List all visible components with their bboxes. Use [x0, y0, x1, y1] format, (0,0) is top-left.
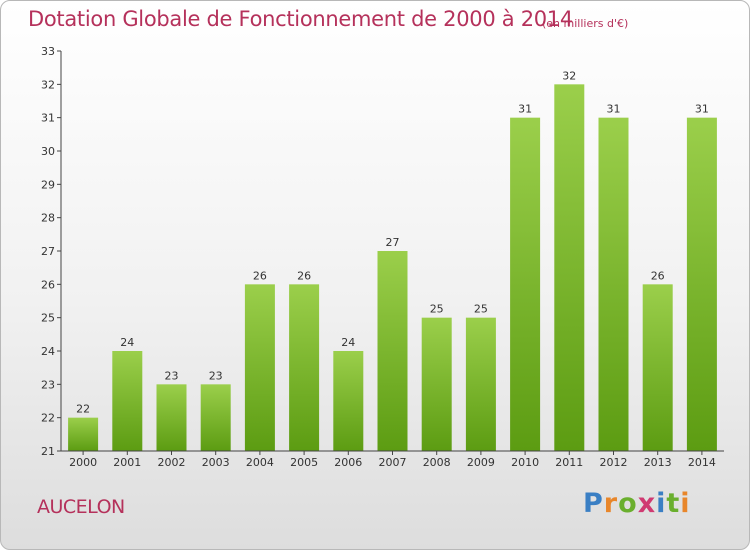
y-tick-label-29: 29: [41, 178, 55, 191]
x-tick-label-2005: 2005: [290, 456, 318, 469]
brand-letter: x: [637, 488, 657, 519]
bar-2004: [244, 284, 275, 451]
x-tick-label-2008: 2008: [423, 456, 451, 469]
data-label-2006: 24: [341, 336, 355, 349]
bar-2005: [289, 284, 320, 451]
data-label-2008: 25: [430, 303, 444, 316]
data-label-2001: 24: [120, 336, 134, 349]
data-label-2004: 26: [253, 269, 267, 282]
bar-2012: [598, 117, 629, 452]
data-label-2000: 22: [76, 403, 90, 416]
y-tick-label-28: 28: [41, 212, 55, 225]
x-tick-label-2000: 2000: [69, 456, 97, 469]
bar-2008: [421, 317, 452, 451]
y-tick-label-30: 30: [41, 145, 55, 158]
data-label-2014: 31: [695, 103, 709, 116]
y-tick-label-31: 31: [41, 112, 55, 125]
y-tick-label-21: 21: [41, 445, 55, 458]
x-tick-label-2013: 2013: [644, 456, 672, 469]
brand-letter: r: [603, 488, 619, 519]
bar-2011: [554, 84, 585, 451]
x-tick-label-2011: 2011: [555, 456, 583, 469]
x-tick-label-2003: 2003: [202, 456, 230, 469]
data-label-2013: 26: [651, 269, 665, 282]
data-label-2007: 27: [386, 236, 400, 249]
bar-2003: [200, 384, 231, 451]
bar-2013: [642, 284, 673, 451]
chart-unit: (en milliers d'€): [542, 17, 629, 30]
brand-letter: P: [583, 488, 604, 519]
bar-2001: [112, 351, 143, 451]
brand-letter: o: [618, 488, 638, 519]
commune-name: AUCELON: [37, 496, 125, 518]
x-tick-label-2001: 2001: [113, 456, 141, 469]
bar-2009: [465, 317, 496, 451]
bar-2002: [156, 384, 187, 451]
x-tick-label-2006: 2006: [334, 456, 362, 469]
data-label-2009: 25: [474, 303, 488, 316]
brand-letter: i: [656, 488, 667, 519]
data-label-2005: 26: [297, 269, 311, 282]
x-tick-label-2014: 2014: [688, 456, 716, 469]
brand-letter: t: [666, 488, 681, 519]
y-tick-label-33: 33: [41, 45, 55, 58]
bar-2007: [377, 251, 408, 451]
y-tick-label-32: 32: [41, 78, 55, 91]
data-label-2002: 23: [165, 369, 179, 382]
x-tick-label-2002: 2002: [158, 456, 186, 469]
data-label-2012: 31: [607, 103, 621, 116]
bar-2010: [510, 117, 541, 452]
x-tick-label-2012: 2012: [600, 456, 628, 469]
x-tick-label-2009: 2009: [467, 456, 495, 469]
bar-2014: [686, 117, 717, 452]
data-label-2003: 23: [209, 369, 223, 382]
brand-letter: i: [680, 488, 691, 519]
proxiti-logo[interactable]: Proxiti: [583, 488, 691, 519]
chart-title: Dotation Globale de Fonctionnement de 20…: [28, 7, 573, 31]
data-label-2010: 31: [518, 103, 532, 116]
x-tick-label-2010: 2010: [511, 456, 539, 469]
y-tick-label-26: 26: [41, 278, 55, 291]
bar-2000: [68, 417, 99, 451]
y-tick-label-27: 27: [41, 245, 55, 258]
y-tick-label-23: 23: [41, 378, 55, 391]
x-tick-label-2004: 2004: [246, 456, 274, 469]
data-label-2011: 32: [562, 69, 576, 82]
x-tick-label-2007: 2007: [379, 456, 407, 469]
y-tick-label-24: 24: [41, 345, 55, 358]
y-tick-label-25: 25: [41, 312, 55, 325]
bar-2006: [333, 351, 364, 451]
y-tick-label-22: 22: [41, 412, 55, 425]
